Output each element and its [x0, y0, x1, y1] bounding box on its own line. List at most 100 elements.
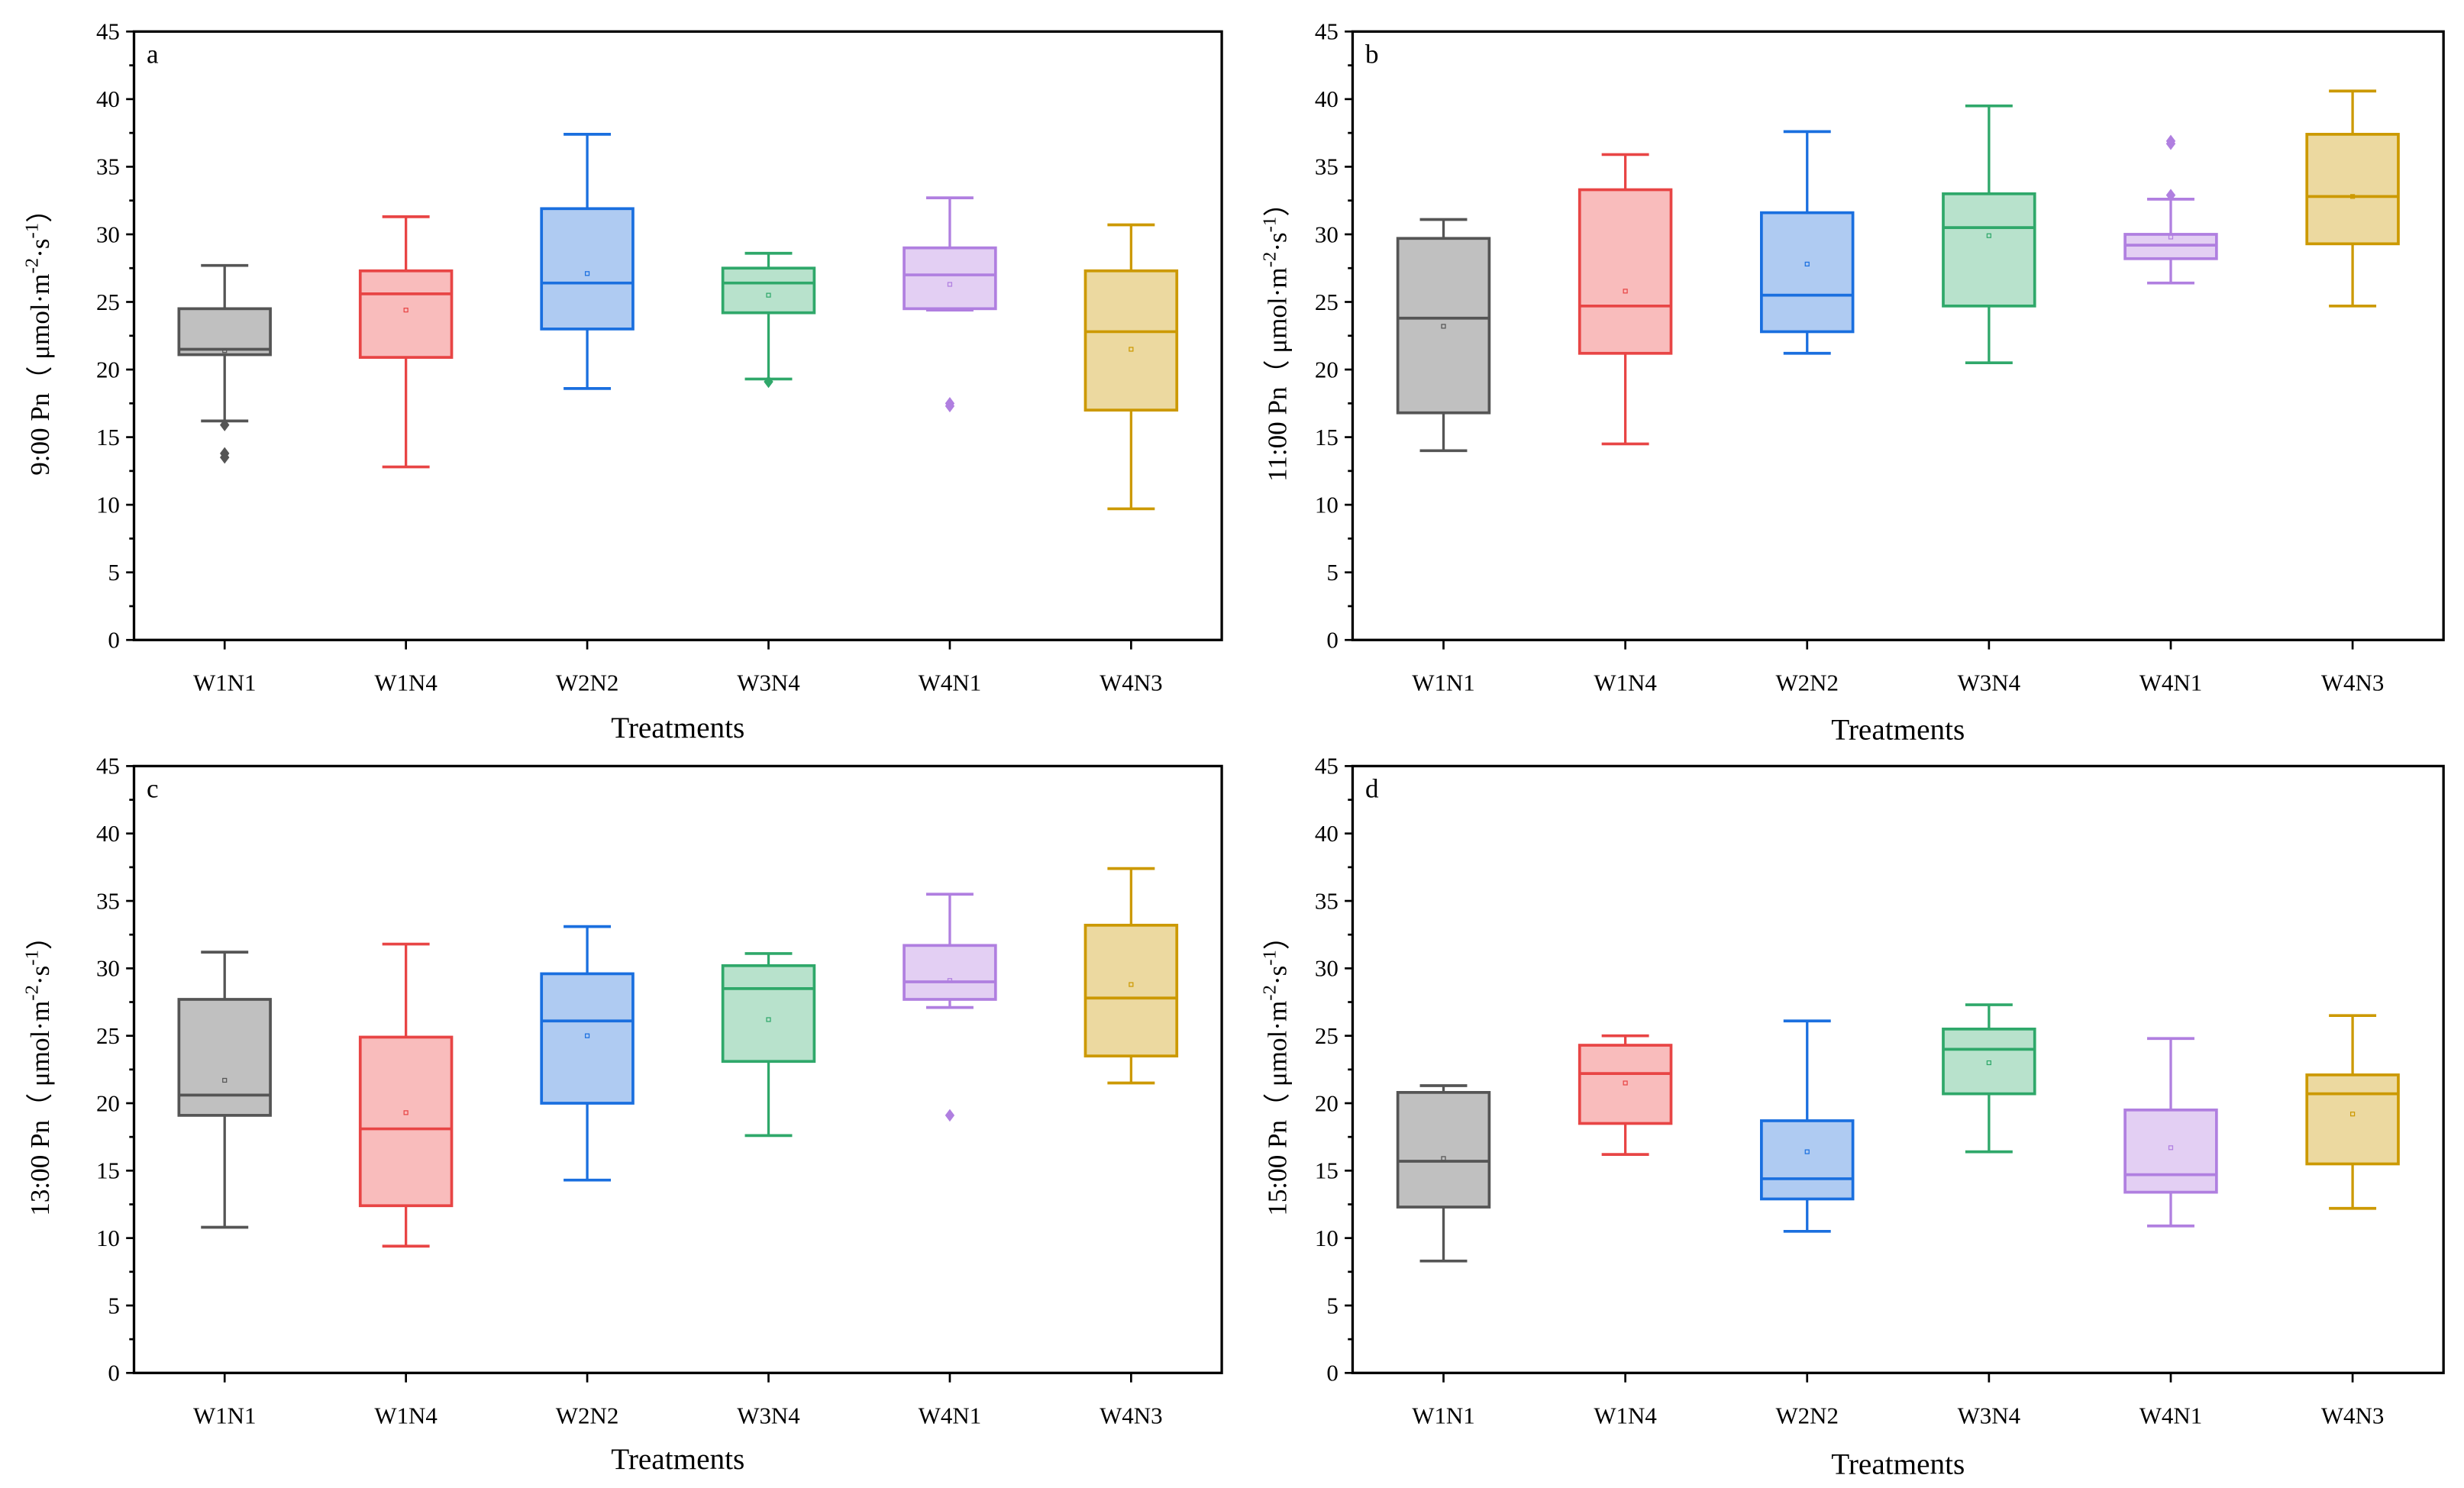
y-tick-label: 10: [96, 491, 120, 518]
mean-marker: [766, 292, 771, 298]
x-tick-label: W3N4: [737, 1402, 800, 1428]
y-axis-label-part: ）: [25, 923, 55, 950]
y-tick-label: 40: [1315, 820, 1339, 847]
x-tick-label: W4N1: [919, 669, 982, 696]
box-W4N3: [2305, 1014, 2400, 1210]
iqr-box: [1083, 923, 1179, 1058]
box-W4N3: [2305, 89, 2400, 308]
panel-label: d: [1365, 774, 1379, 804]
y-axis-label-superscript: -1: [1259, 217, 1280, 233]
y-tick-label: 5: [108, 1292, 119, 1319]
mean-marker: [222, 1077, 228, 1083]
x-tick-label: W3N4: [737, 669, 800, 696]
y-tick-label: 40: [96, 820, 120, 847]
box-W1N4: [358, 942, 454, 1248]
box-W1N1: [177, 263, 272, 464]
iqr-box: [177, 307, 272, 357]
mean-marker: [222, 348, 228, 353]
box-W3N4: [721, 952, 816, 1138]
box-W4N1: [903, 196, 997, 413]
y-axis-label-part: ）: [25, 196, 55, 223]
iqr-box: [1578, 1044, 1673, 1125]
mean-marker: [2350, 1112, 2356, 1117]
box-W4N1: [903, 892, 997, 1122]
y-axis-label-part: ·s: [1263, 966, 1293, 985]
x-tick-label: W2N2: [556, 1402, 619, 1428]
box-W4N3: [1083, 223, 1179, 511]
y-tick-label: 30: [96, 955, 120, 982]
iqr-box: [1578, 188, 1673, 355]
panel-label: a: [147, 40, 159, 69]
iqr-box: [540, 972, 635, 1105]
chart-panel-c: 0 5 10 15 20 25 30 35 40 45 c Treatments 13:00 Pn（ μ…: [22, 753, 1223, 1476]
x-tick-label: W3N4: [1958, 1402, 2021, 1428]
x-tick-label: W1N4: [374, 669, 438, 696]
x-tick-label: W4N1: [2139, 669, 2203, 696]
mean-marker: [403, 308, 409, 313]
outlier-point: [945, 1109, 955, 1122]
y-tick-label: 15: [1315, 424, 1339, 450]
x-tick-label: W4N3: [1100, 669, 1163, 696]
y-axis-label-part: ·s: [25, 238, 55, 257]
chart-panel-a: 0 5 10 15 20 25 30 35 40 45 a Treatments 9:00 Pn（ μm…: [22, 18, 1223, 744]
x-axis-label: Treatments: [611, 1443, 744, 1476]
box-W3N4: [1942, 1003, 2036, 1154]
y-axis-label-part: ）: [1263, 923, 1293, 950]
box-W2N2: [540, 133, 635, 390]
x-tick-label: W4N3: [2321, 1402, 2385, 1428]
iqr-box: [1083, 269, 1179, 412]
y-axis-label-part: 15:00 Pn（ μmol·m: [1263, 1001, 1293, 1216]
x-tick-label: W4N3: [1100, 1402, 1163, 1428]
box-W1N4: [1578, 153, 1673, 446]
y-tick-label: 10: [1315, 1225, 1339, 1251]
y-tick-label: 35: [96, 153, 120, 180]
panel-label: c: [147, 774, 159, 804]
mean-marker: [1623, 289, 1628, 294]
iqr-box: [358, 269, 454, 359]
mean-marker: [766, 1017, 771, 1022]
y-axis-label-part: 13:00 Pn（ μmol·m: [25, 1001, 55, 1216]
iqr-box: [1760, 211, 1855, 334]
y-tick-label: 35: [96, 887, 120, 914]
plot-frame: [132, 764, 1223, 1374]
y-tick-label: 10: [1315, 491, 1339, 518]
y-tick-label: 45: [96, 18, 120, 45]
mean-marker: [947, 282, 953, 287]
y-axis-label-part: ·s: [25, 966, 55, 985]
y-tick-label: 40: [1315, 86, 1339, 112]
box-W1N1: [1396, 1084, 1491, 1263]
x-tick-label: W1N4: [1594, 669, 1657, 696]
mean-marker: [1623, 1080, 1628, 1086]
y-tick-label: 30: [96, 221, 120, 247]
y-tick-label: 45: [1315, 18, 1339, 45]
box-W4N3: [1083, 867, 1179, 1085]
iqr-box: [2305, 133, 2400, 246]
y-tick-label: 20: [1315, 1089, 1339, 1116]
y-tick-label: 25: [1315, 1022, 1339, 1049]
y-tick-label: 35: [1315, 887, 1339, 914]
mean-marker: [1441, 324, 1446, 329]
iqr-box: [358, 1035, 454, 1208]
y-tick-label: 25: [96, 1022, 120, 1049]
box-W2N2: [540, 925, 635, 1182]
mean-marker: [1804, 1149, 1810, 1154]
mean-marker: [2168, 1145, 2174, 1151]
y-tick-label: 30: [1315, 221, 1339, 247]
iqr-box: [1760, 1119, 1855, 1201]
iqr-box: [177, 998, 272, 1117]
iqr-box: [1942, 192, 2036, 308]
x-tick-label: W1N1: [193, 669, 257, 696]
mean-marker: [947, 978, 953, 983]
y-tick-label: 30: [1315, 955, 1339, 982]
iqr-box: [1396, 237, 1491, 415]
iqr-box: [1942, 1027, 2036, 1096]
x-tick-label: W1N1: [193, 1402, 257, 1428]
y-tick-label: 5: [1326, 559, 1338, 586]
chart-panel-b: 0 5 10 15 20 25 30 35 40 45 b Treatments 11:00 Pn（ μ…: [1259, 18, 2445, 746]
y-tick-label: 0: [1326, 1360, 1338, 1386]
iqr-box: [2305, 1073, 2400, 1166]
y-tick-label: 15: [1315, 1157, 1339, 1184]
box-W1N4: [1578, 1034, 1673, 1156]
outlier-point: [2165, 137, 2176, 150]
